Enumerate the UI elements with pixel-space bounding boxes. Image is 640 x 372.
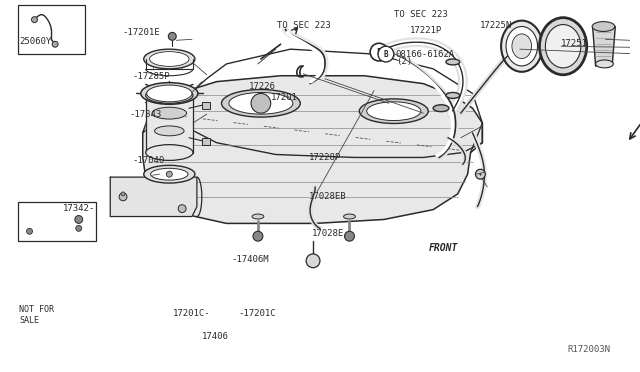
Ellipse shape bbox=[592, 22, 615, 32]
Circle shape bbox=[31, 17, 37, 23]
Polygon shape bbox=[167, 49, 483, 157]
Ellipse shape bbox=[150, 168, 188, 180]
Text: 17201C-: 17201C- bbox=[173, 309, 211, 318]
Text: B: B bbox=[376, 48, 382, 57]
Ellipse shape bbox=[147, 85, 192, 102]
Text: 17201: 17201 bbox=[271, 93, 298, 102]
Ellipse shape bbox=[506, 26, 538, 66]
Ellipse shape bbox=[433, 105, 449, 112]
Text: 17028E: 17028E bbox=[312, 229, 344, 238]
Ellipse shape bbox=[446, 59, 460, 65]
Circle shape bbox=[178, 205, 186, 212]
Text: 17342-: 17342- bbox=[63, 204, 95, 213]
Text: 17226: 17226 bbox=[249, 82, 276, 91]
Ellipse shape bbox=[545, 25, 581, 68]
Circle shape bbox=[166, 171, 172, 177]
Bar bbox=[202, 102, 210, 109]
Bar bbox=[18, 5, 84, 54]
Ellipse shape bbox=[154, 126, 184, 136]
Circle shape bbox=[75, 215, 83, 224]
Circle shape bbox=[306, 254, 320, 268]
Circle shape bbox=[476, 169, 485, 179]
Bar bbox=[18, 202, 97, 241]
Ellipse shape bbox=[446, 93, 460, 98]
Text: 17225N: 17225N bbox=[480, 21, 513, 30]
Circle shape bbox=[121, 192, 125, 196]
Text: 25060Y: 25060Y bbox=[19, 37, 51, 46]
Ellipse shape bbox=[141, 83, 198, 104]
Ellipse shape bbox=[229, 93, 293, 114]
Ellipse shape bbox=[150, 52, 189, 66]
Ellipse shape bbox=[144, 49, 195, 69]
Text: 17228P: 17228P bbox=[308, 153, 341, 162]
Circle shape bbox=[378, 46, 394, 62]
Ellipse shape bbox=[367, 102, 421, 121]
Text: NOT FOR
SALE: NOT FOR SALE bbox=[19, 305, 54, 325]
Text: -17040: -17040 bbox=[132, 156, 164, 165]
Ellipse shape bbox=[501, 20, 543, 72]
Circle shape bbox=[370, 43, 388, 61]
Polygon shape bbox=[143, 76, 483, 224]
Polygon shape bbox=[110, 177, 197, 217]
Text: 17406: 17406 bbox=[202, 332, 228, 341]
Ellipse shape bbox=[146, 87, 193, 103]
Circle shape bbox=[27, 228, 33, 234]
Text: -17285P: -17285P bbox=[132, 72, 170, 81]
Ellipse shape bbox=[596, 60, 613, 68]
Ellipse shape bbox=[146, 145, 193, 160]
Polygon shape bbox=[593, 26, 615, 66]
Circle shape bbox=[168, 32, 176, 40]
Ellipse shape bbox=[344, 214, 355, 219]
Text: 17251: 17251 bbox=[561, 39, 588, 48]
Circle shape bbox=[253, 231, 263, 241]
Text: B: B bbox=[383, 49, 388, 58]
Circle shape bbox=[119, 193, 127, 201]
Ellipse shape bbox=[152, 107, 186, 119]
Ellipse shape bbox=[512, 34, 532, 58]
Text: (2): (2) bbox=[396, 57, 412, 67]
Ellipse shape bbox=[221, 90, 300, 117]
Text: -17201E: -17201E bbox=[123, 28, 161, 37]
Text: -17201C: -17201C bbox=[238, 309, 276, 318]
Circle shape bbox=[344, 231, 355, 241]
Text: 17221P: 17221P bbox=[410, 26, 442, 35]
Text: 08166-6162A: 08166-6162A bbox=[396, 49, 455, 58]
Text: TO SEC 223: TO SEC 223 bbox=[394, 10, 447, 19]
Circle shape bbox=[251, 93, 271, 113]
Text: 17028EB: 17028EB bbox=[308, 192, 346, 202]
Ellipse shape bbox=[252, 214, 264, 219]
Ellipse shape bbox=[540, 17, 587, 75]
Ellipse shape bbox=[144, 165, 195, 183]
Polygon shape bbox=[146, 96, 193, 153]
Ellipse shape bbox=[359, 99, 428, 124]
Bar bbox=[202, 138, 210, 145]
Circle shape bbox=[76, 225, 82, 231]
Text: TO SEC 223: TO SEC 223 bbox=[277, 21, 331, 30]
Text: -17343: -17343 bbox=[129, 110, 161, 119]
Text: FRONT: FRONT bbox=[428, 243, 458, 253]
Circle shape bbox=[52, 41, 58, 47]
Text: -17406M: -17406M bbox=[232, 256, 269, 264]
Text: R172003N: R172003N bbox=[568, 345, 611, 355]
